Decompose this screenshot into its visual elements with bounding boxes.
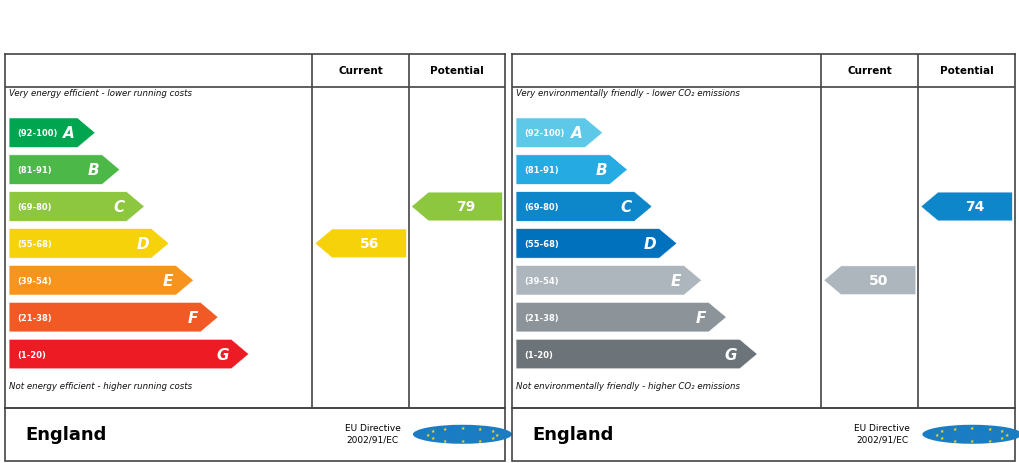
Text: (92-100): (92-100)	[17, 129, 57, 138]
Text: ★: ★	[934, 432, 938, 437]
Text: D: D	[137, 237, 149, 251]
Text: (69-80): (69-80)	[524, 202, 558, 212]
Text: (81-91): (81-91)	[17, 166, 52, 175]
Text: B: B	[595, 163, 606, 178]
Text: A: A	[571, 126, 582, 141]
Polygon shape	[823, 266, 915, 295]
Text: F: F	[695, 310, 705, 325]
Text: E: E	[671, 273, 681, 288]
Text: ★: ★	[952, 438, 956, 443]
Polygon shape	[516, 192, 651, 222]
Text: (55-68): (55-68)	[524, 239, 558, 248]
Text: ★: ★	[986, 426, 990, 431]
Text: Current: Current	[338, 66, 383, 76]
Polygon shape	[9, 229, 169, 258]
Polygon shape	[411, 193, 502, 221]
Text: ★: ★	[425, 432, 430, 437]
Text: ★: ★	[490, 429, 494, 433]
Text: EU Directive
2002/91/EC: EU Directive 2002/91/EC	[853, 423, 909, 444]
Text: G: G	[723, 347, 737, 362]
Polygon shape	[9, 266, 194, 295]
Text: ★: ★	[969, 438, 973, 444]
Text: ★: ★	[460, 425, 464, 430]
Text: Very energy efficient - lower running costs: Very energy efficient - lower running co…	[9, 89, 192, 98]
Text: ★: ★	[430, 429, 434, 433]
Text: ★: ★	[494, 432, 498, 437]
Text: 74: 74	[965, 200, 984, 214]
Text: G: G	[216, 347, 228, 362]
Text: (92-100): (92-100)	[524, 129, 564, 138]
Text: ★: ★	[1004, 432, 1008, 437]
Text: ★: ★	[1000, 429, 1004, 433]
Text: E: E	[163, 273, 173, 288]
Text: England: England	[532, 425, 612, 443]
Text: ★: ★	[477, 438, 481, 443]
Text: (39-54): (39-54)	[17, 276, 52, 285]
Text: ★: ★	[460, 438, 464, 444]
Text: Very environmentally friendly - lower CO₂ emissions: Very environmentally friendly - lower CO…	[516, 89, 739, 98]
Polygon shape	[920, 193, 1012, 221]
Text: Not energy efficient - higher running costs: Not energy efficient - higher running co…	[9, 382, 192, 390]
Text: ★: ★	[938, 429, 944, 433]
Text: ★: ★	[952, 426, 956, 431]
Polygon shape	[9, 339, 249, 369]
Polygon shape	[516, 339, 756, 369]
Text: ★: ★	[986, 438, 990, 443]
Text: (1-20): (1-20)	[524, 350, 552, 359]
Text: (69-80): (69-80)	[17, 202, 52, 212]
Polygon shape	[516, 303, 726, 332]
Text: ★: ★	[969, 425, 973, 430]
Polygon shape	[9, 119, 95, 148]
Polygon shape	[315, 230, 406, 258]
Ellipse shape	[413, 425, 512, 444]
Text: (55-68): (55-68)	[17, 239, 52, 248]
Text: (1-20): (1-20)	[17, 350, 46, 359]
Text: Energy Efficiency Rating: Energy Efficiency Rating	[125, 19, 384, 38]
Text: Environmental Impact (CO₂) Rating: Environmental Impact (CO₂) Rating	[578, 19, 948, 38]
Ellipse shape	[921, 425, 1019, 444]
Text: (39-54): (39-54)	[524, 276, 558, 285]
Text: ★: ★	[477, 426, 481, 431]
Polygon shape	[516, 229, 677, 258]
Polygon shape	[9, 192, 145, 222]
Text: ★: ★	[442, 438, 447, 443]
Text: EU Directive
2002/91/EC: EU Directive 2002/91/EC	[344, 423, 400, 444]
Text: C: C	[621, 200, 632, 214]
Text: (21-38): (21-38)	[524, 313, 558, 322]
Polygon shape	[9, 156, 119, 185]
Text: ★: ★	[442, 426, 447, 431]
Text: Potential: Potential	[430, 66, 483, 76]
Text: Current: Current	[847, 66, 892, 76]
Polygon shape	[516, 266, 701, 295]
Text: Not environmentally friendly - higher CO₂ emissions: Not environmentally friendly - higher CO…	[516, 382, 740, 390]
Text: F: F	[187, 310, 198, 325]
Text: B: B	[88, 163, 100, 178]
Text: Potential: Potential	[938, 66, 993, 76]
Text: A: A	[63, 126, 75, 141]
Text: England: England	[25, 425, 106, 443]
Text: (21-38): (21-38)	[17, 313, 52, 322]
Text: C: C	[113, 200, 124, 214]
Polygon shape	[516, 119, 602, 148]
Text: (81-91): (81-91)	[524, 166, 558, 175]
Text: ★: ★	[1000, 435, 1004, 440]
Text: D: D	[643, 237, 656, 251]
Text: ★: ★	[430, 435, 434, 440]
Text: 56: 56	[360, 237, 379, 251]
Text: ★: ★	[938, 435, 944, 440]
Polygon shape	[516, 156, 627, 185]
Text: 50: 50	[868, 274, 888, 288]
Polygon shape	[9, 303, 218, 332]
Text: 79: 79	[455, 200, 475, 214]
Text: ★: ★	[490, 435, 494, 440]
